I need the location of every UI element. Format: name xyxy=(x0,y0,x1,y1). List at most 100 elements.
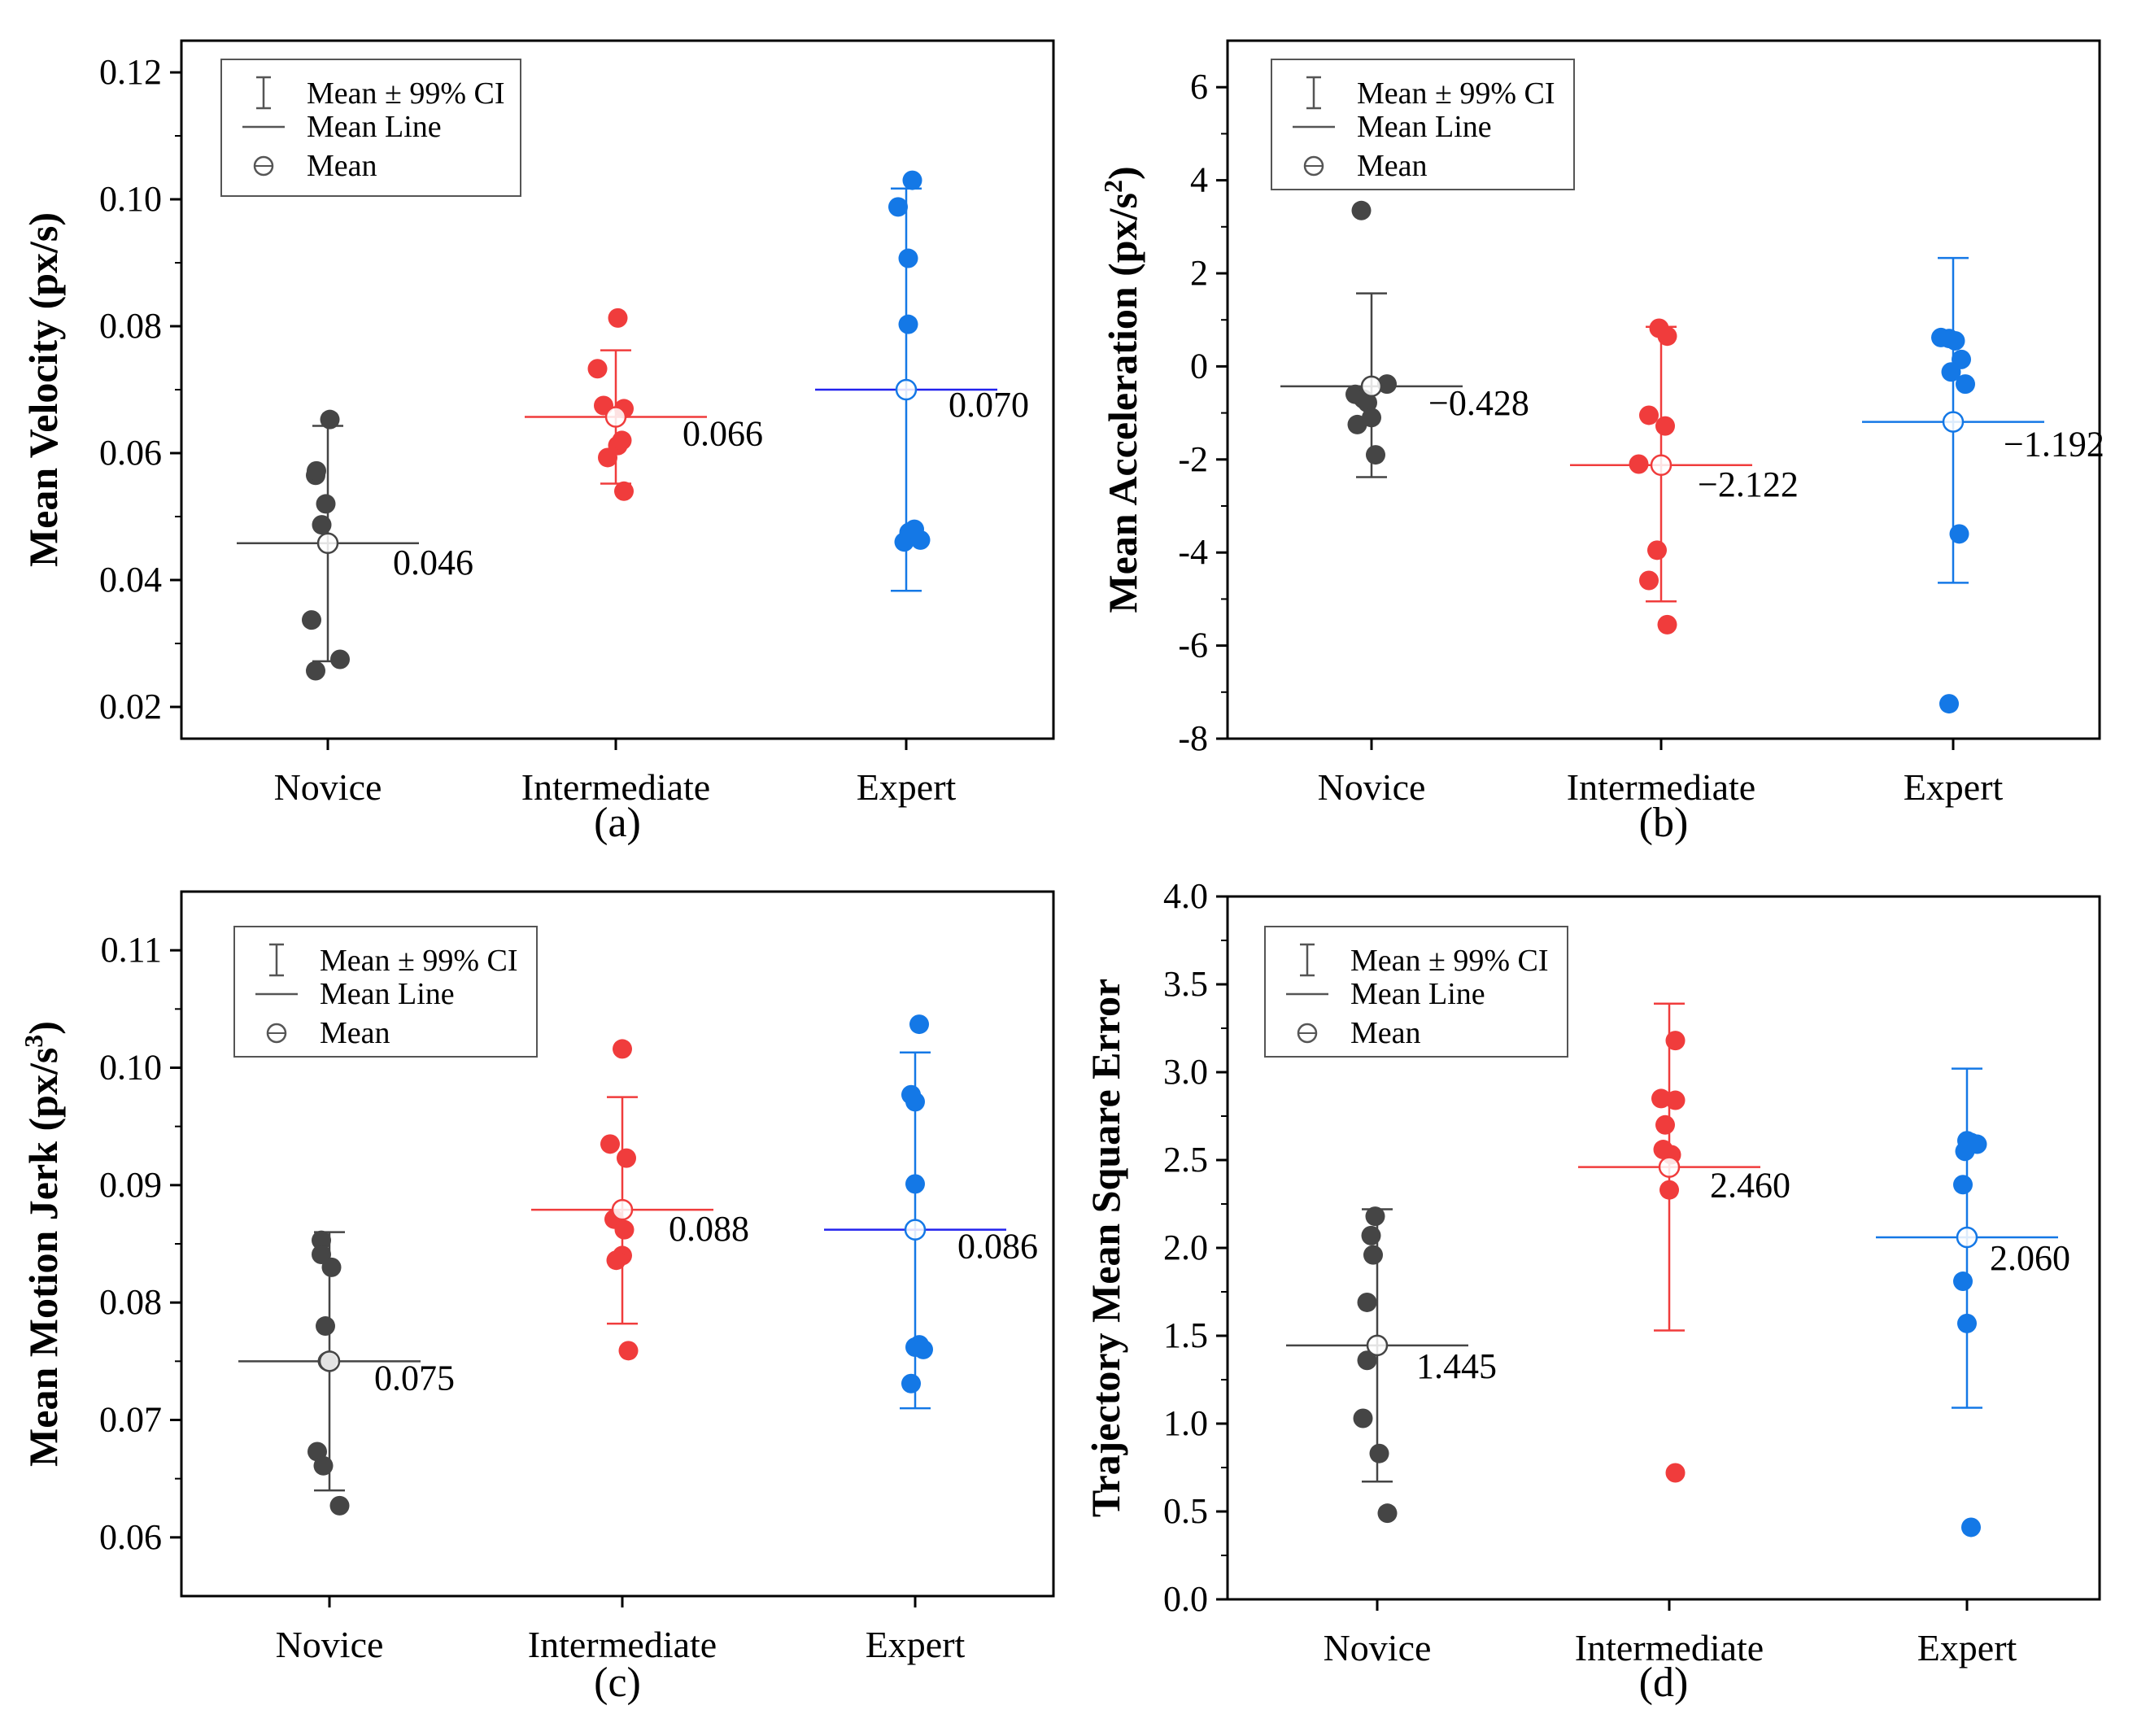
data-point xyxy=(1357,1350,1377,1371)
mean-value-label: 0.086 xyxy=(957,1227,1038,1267)
data-point xyxy=(1363,1245,1383,1265)
series-expert: −1.192 xyxy=(1862,256,2104,714)
mean-value-label: 0.088 xyxy=(669,1209,749,1249)
data-point xyxy=(330,649,350,670)
y-tick-label: 2 xyxy=(1190,253,1208,293)
x-tick-label: Expert xyxy=(866,1624,966,1665)
y-tick-label: 0.10 xyxy=(99,1048,162,1088)
y-tick-label: 0.07 xyxy=(99,1400,162,1440)
series-intermediate: 2.460 xyxy=(1578,1002,1790,1483)
data-point xyxy=(1639,405,1659,425)
series-intermediate: 0.066 xyxy=(525,308,763,501)
mean-value-label: 1.445 xyxy=(1416,1346,1497,1386)
data-point xyxy=(302,610,321,630)
series-expert: 0.070 xyxy=(815,170,1029,592)
x-tick-label: Expert xyxy=(857,766,957,808)
data-point xyxy=(316,494,336,514)
y-tick-label: 0.08 xyxy=(99,1282,162,1322)
y-axis-label: Mean Motion Jerk (px/s3) xyxy=(19,1021,66,1467)
data-point xyxy=(1931,327,1951,347)
y-tick-label: 0.06 xyxy=(99,433,162,473)
data-point xyxy=(901,1373,921,1394)
series-expert: 0.086 xyxy=(824,1014,1038,1410)
legend-label: Mean Line xyxy=(1350,977,1485,1011)
legend-label: Mean ± 99% CI xyxy=(1350,944,1549,978)
data-point xyxy=(1639,570,1659,591)
panel-label: (d) xyxy=(1639,1660,1689,1706)
data-point xyxy=(1657,614,1677,635)
x-tick-label: Novice xyxy=(276,1624,384,1665)
data-point xyxy=(914,1339,933,1359)
series-novice: 0.075 xyxy=(238,1230,455,1516)
data-point xyxy=(1377,1503,1398,1524)
chart-panel-c: 0.06 0.07 0.08 0.09 0.10 0.11 Novice Intermedia… xyxy=(19,890,1055,1706)
legend-label: Mean Line xyxy=(1357,110,1492,144)
mean-marker xyxy=(1956,1226,1978,1249)
x-tick-label: Intermediate xyxy=(1575,1627,1764,1668)
data-point xyxy=(905,1174,925,1194)
series-intermediate: 0.088 xyxy=(531,1039,749,1361)
data-point xyxy=(612,430,632,451)
mean-marker xyxy=(1366,1334,1389,1357)
mean-marker xyxy=(604,406,627,428)
y-tick-label: 0.09 xyxy=(99,1165,162,1205)
x-tick-label: Expert xyxy=(1917,1627,2017,1668)
data-point xyxy=(1941,362,1961,382)
y-tick-label: 0 xyxy=(1190,346,1208,386)
data-point xyxy=(1366,445,1385,465)
data-point xyxy=(321,1257,342,1277)
y-tick-label: 0.0 xyxy=(1163,1579,1208,1619)
data-point xyxy=(312,1230,331,1250)
chart-panel-a: 0.02 0.04 0.06 0.08 0.10 0.12 Novice Intermedia… xyxy=(20,39,1055,846)
data-point xyxy=(1357,1292,1377,1312)
mean-marker xyxy=(611,1198,634,1221)
x-tick-label: Intermediate xyxy=(528,1624,717,1665)
y-tick-label: 1.0 xyxy=(1163,1403,1208,1443)
data-point xyxy=(329,1495,350,1516)
mean-marker xyxy=(1942,411,1965,433)
data-point xyxy=(905,1092,925,1112)
mean-value-label: 0.066 xyxy=(683,414,763,454)
legend-label: Mean ± 99% CI xyxy=(320,944,518,978)
data-point xyxy=(1361,1225,1381,1245)
data-point xyxy=(313,1455,334,1476)
x-tick-label: Intermediate xyxy=(521,766,710,808)
mean-value-label: −0.428 xyxy=(1428,383,1529,423)
data-point xyxy=(1939,694,1959,714)
chart-panel-d: 0.0 0.5 1.0 1.5 2.0 2.5 3.0 3.5 4.0 Novice Interme… xyxy=(1083,876,2101,1706)
y-axis-label: Mean Velocity (px/s) xyxy=(20,212,66,567)
x-tick-label: Novice xyxy=(274,766,382,808)
data-point xyxy=(600,1134,620,1154)
data-point xyxy=(1655,416,1675,436)
data-point xyxy=(1369,1443,1389,1463)
x-tick-label: Expert xyxy=(1904,766,2004,808)
y-tick-label: 0.11 xyxy=(101,930,162,970)
legend-label: Mean xyxy=(307,149,377,183)
data-point xyxy=(613,1039,632,1059)
data-point xyxy=(1358,393,1377,413)
data-point xyxy=(608,308,628,328)
y-tick-label: 0.08 xyxy=(99,306,162,346)
y-tick-label: -6 xyxy=(1178,626,1208,665)
mean-marker xyxy=(316,532,339,555)
series-expert: 2.060 xyxy=(1876,1067,2070,1538)
data-point xyxy=(1953,1175,1973,1195)
data-point xyxy=(1659,1180,1679,1200)
y-tick-label: 0.02 xyxy=(99,687,162,726)
legend-label: Mean xyxy=(1350,1016,1421,1050)
y-tick-label: 0.12 xyxy=(99,52,162,92)
data-point xyxy=(1961,1517,1981,1538)
data-point xyxy=(306,661,325,681)
panel-label: (c) xyxy=(594,1660,641,1706)
series-novice: 1.445 xyxy=(1286,1206,1497,1524)
mean-value-label: 0.075 xyxy=(374,1358,455,1398)
y-tick-label: -2 xyxy=(1178,439,1208,479)
mean-marker xyxy=(1360,375,1383,398)
data-point xyxy=(614,481,634,501)
data-point xyxy=(910,530,931,550)
plot-frame xyxy=(1226,39,2101,740)
data-point xyxy=(614,1219,635,1240)
mean-value-label: −1.192 xyxy=(2004,425,2104,465)
